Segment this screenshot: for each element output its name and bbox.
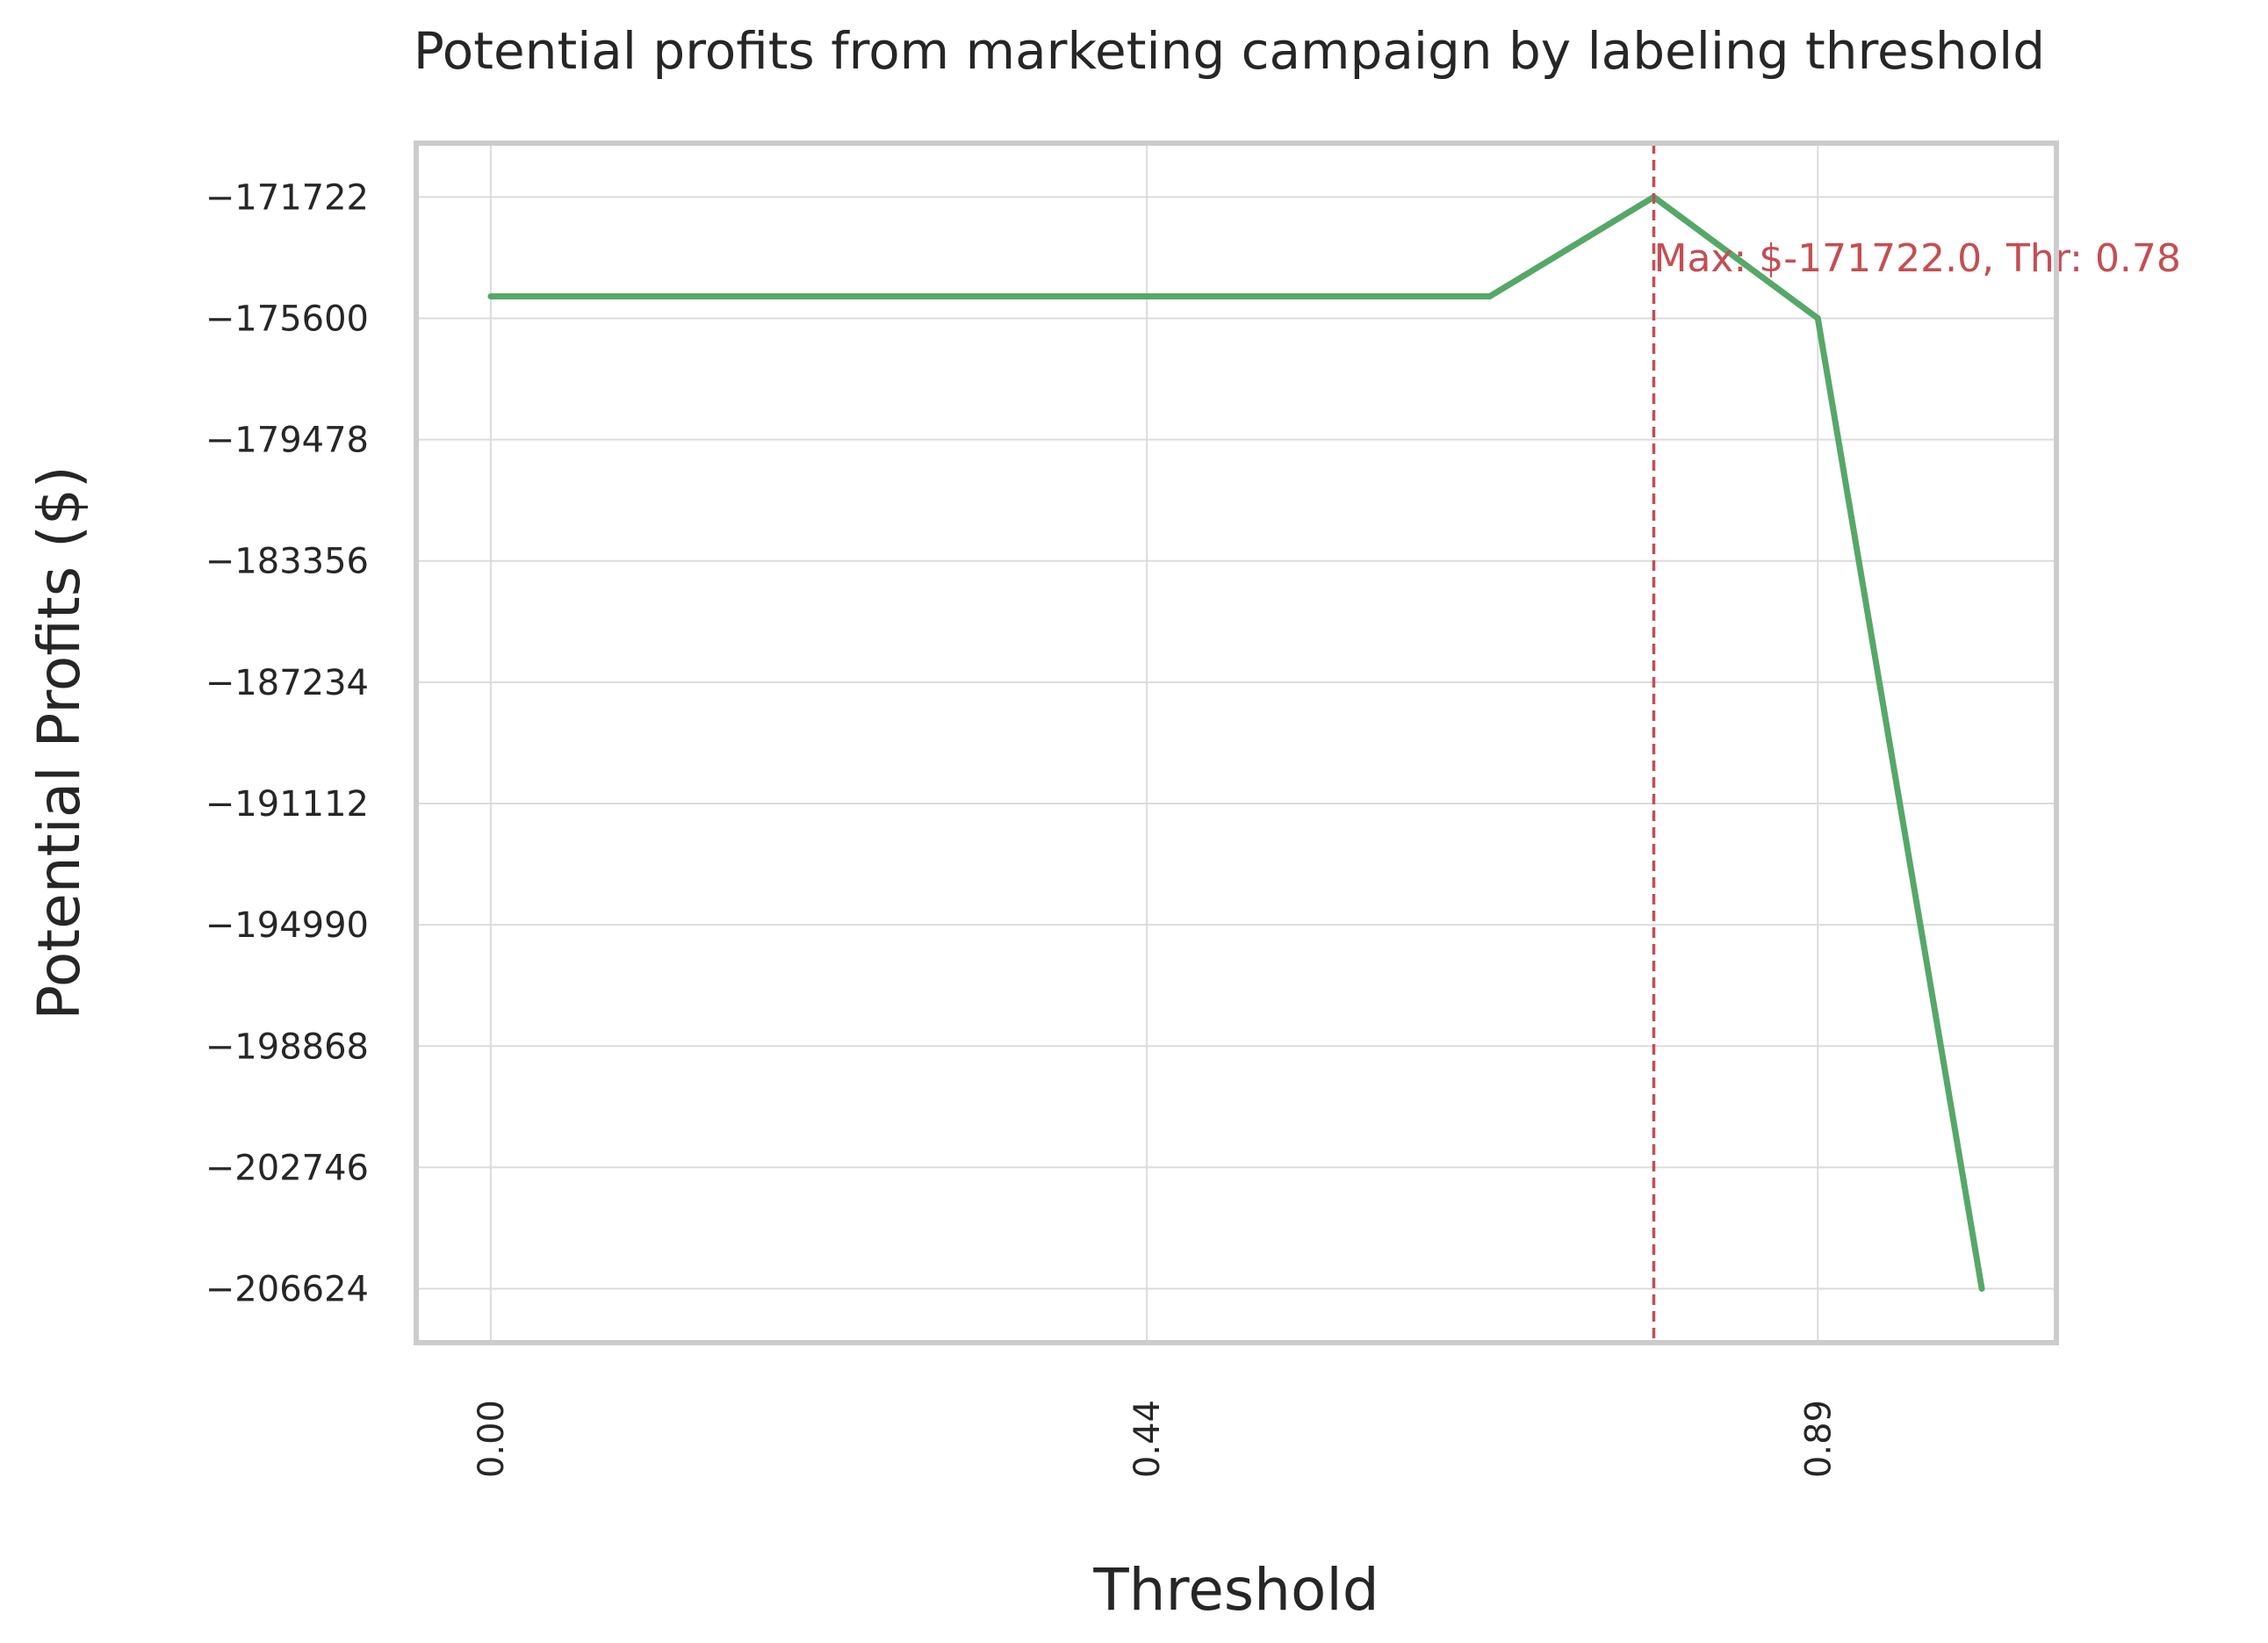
y-tick-label: −175600: [205, 299, 369, 339]
y-tick-label: −194990: [205, 905, 369, 946]
marker-layer: Max: $-171722.0, Thr: 0.78: [1652, 143, 2181, 1343]
grid-lines: [416, 143, 2056, 1343]
y-tick-label: −187234: [205, 663, 369, 703]
y-tick-label: −202746: [205, 1148, 369, 1188]
plot-frame: [414, 141, 2059, 1345]
y-axis-label: Potential Profits ($): [25, 465, 93, 1020]
x-tick-label: 0.44: [1127, 1400, 1168, 1478]
x-tick-label: 0.89: [1798, 1400, 1839, 1478]
y-tick-label: −206624: [205, 1270, 369, 1310]
y-tick-label: −183356: [205, 542, 369, 582]
chart-title: Potential profits from marketing campaig…: [414, 21, 2045, 81]
x-tick-labels: 0.00 0.44 0.89: [472, 1400, 1839, 1478]
y-tick-labels: −171722 −175600 −179478 −183356 −187234 −1911…: [205, 177, 369, 1309]
x-tick-label: 0.00: [472, 1400, 512, 1478]
y-tick-label: −179478: [205, 421, 369, 461]
series-layer: [487, 193, 1985, 1293]
y-tick-label: −171722: [205, 177, 369, 218]
series-line: [487, 193, 1985, 1293]
y-tick-label: −191112: [205, 784, 369, 825]
y-tick-label: −198868: [205, 1027, 369, 1067]
max-annotation: Max: $-171722.0, Thr: 0.78: [1653, 236, 2180, 281]
x-axis-label: Threshold: [1092, 1556, 1379, 1624]
